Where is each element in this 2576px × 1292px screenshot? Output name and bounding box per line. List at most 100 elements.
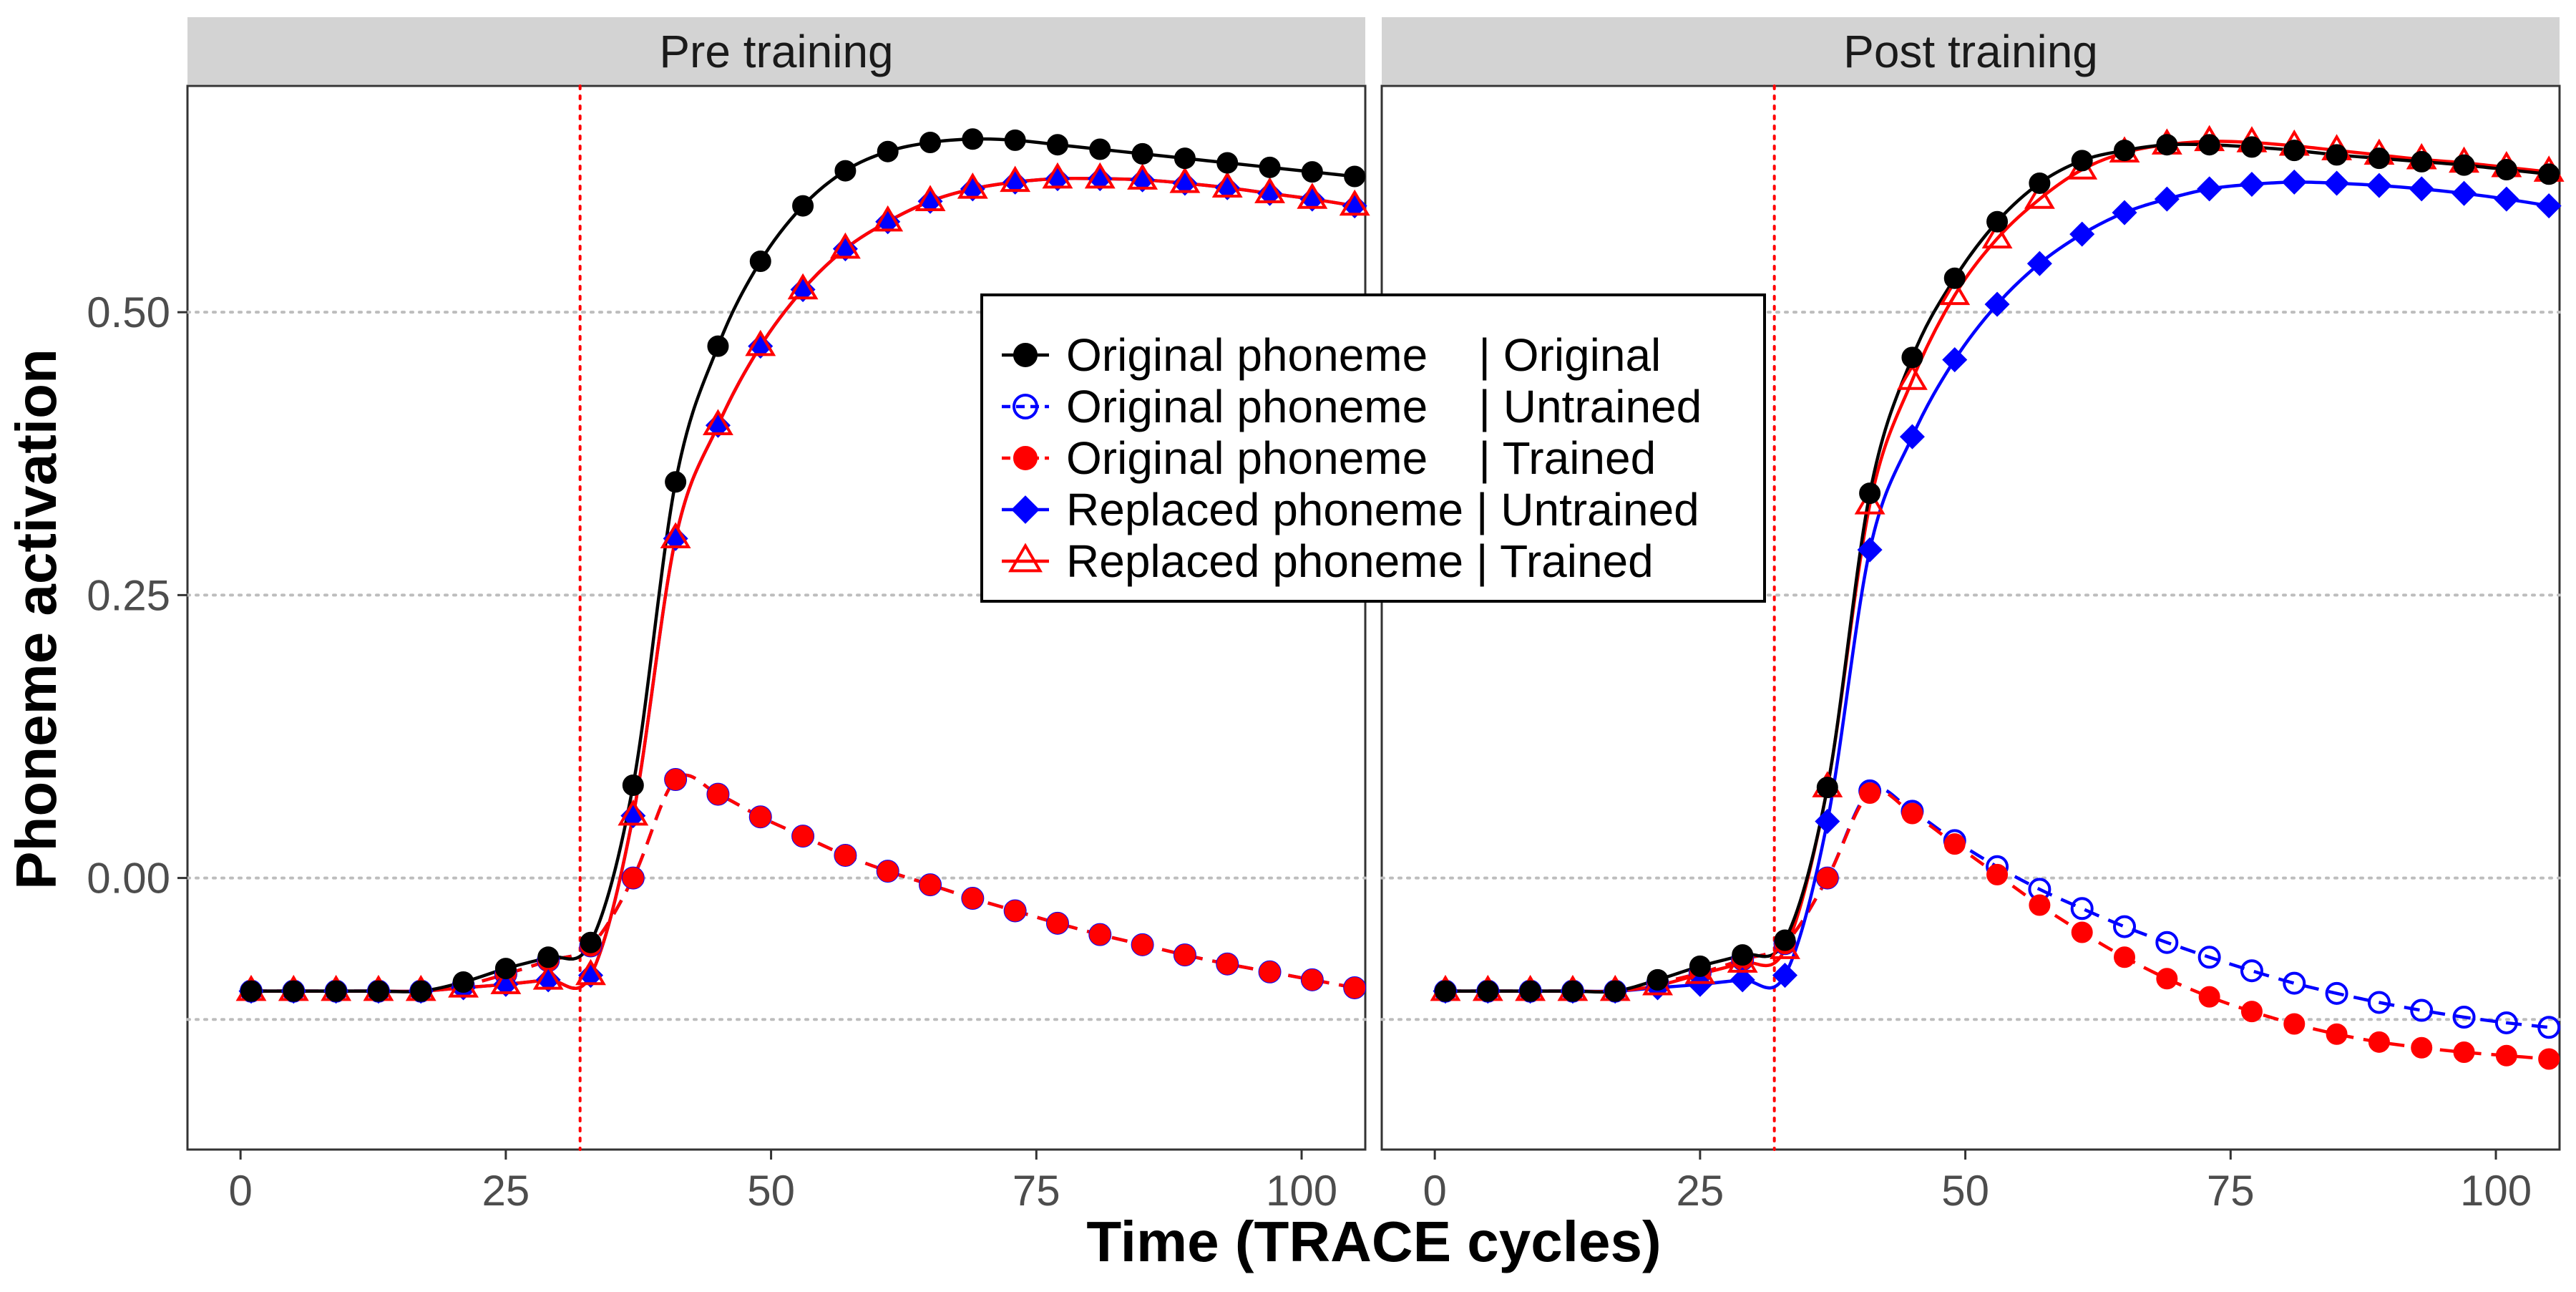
data-point-orig_orig xyxy=(1046,134,1068,156)
data-point-orig_train xyxy=(749,806,771,828)
data-point-orig_untr xyxy=(2070,897,2094,921)
data-point-repl_untr xyxy=(2239,172,2265,198)
panel-plot-content xyxy=(1380,84,2565,1151)
data-point-orig_train xyxy=(2283,1013,2306,1035)
data-point-orig_orig xyxy=(2495,158,2517,180)
x-tick-label: 0 xyxy=(228,1167,252,1215)
data-point-repl_train xyxy=(1297,183,1328,209)
x-tick-label: 50 xyxy=(747,1167,795,1215)
data-point-orig_train xyxy=(2368,1031,2390,1053)
series-line-orig_train xyxy=(1445,788,2550,1061)
data-point-orig_train xyxy=(2156,968,2178,990)
data-point-repl_train xyxy=(1981,222,2013,249)
data-point-repl_train xyxy=(618,799,649,826)
data-point-repl_train xyxy=(1939,278,1971,306)
data-point-orig_orig xyxy=(1689,955,1711,977)
data-point-orig_orig xyxy=(283,980,305,1002)
data-point-orig_orig xyxy=(367,980,389,1002)
data-point-orig_orig xyxy=(1986,210,2009,233)
data-point-orig_orig xyxy=(1477,980,1499,1002)
data-point-orig_untr xyxy=(2325,981,2348,1005)
data-point-orig_untr xyxy=(2537,1016,2561,1039)
data-point-orig_orig xyxy=(1004,129,1026,151)
data-point-repl_untr xyxy=(2281,169,2307,195)
data-point-repl_train xyxy=(1339,189,1370,216)
data-point-repl_untr xyxy=(1815,809,1840,835)
data-point-orig_train xyxy=(1259,961,1281,983)
data-point-orig_untr xyxy=(2367,991,2391,1014)
data-point-repl_train xyxy=(2024,183,2055,209)
data-point-orig_orig xyxy=(1732,944,1754,966)
data-point-orig_orig xyxy=(2411,150,2433,173)
data-point-repl_untr xyxy=(1342,193,1367,219)
data-point-orig_orig xyxy=(1943,267,1966,289)
x-tick-label: 75 xyxy=(1013,1167,1060,1215)
data-point-repl_untr xyxy=(1942,347,1968,373)
data-point-orig_orig xyxy=(1434,980,1456,1002)
data-point-orig_orig xyxy=(410,980,432,1002)
data-point-orig_orig xyxy=(962,128,984,150)
legend-key-marker xyxy=(1013,343,1038,367)
x-tick-label: 100 xyxy=(1266,1167,1337,1215)
data-point-repl_train xyxy=(1042,162,1073,189)
data-point-orig_orig xyxy=(2156,134,2178,156)
data-point-orig_train xyxy=(2495,1044,2517,1067)
legend-key-marker xyxy=(1013,446,1038,470)
plot-area xyxy=(186,84,1367,1151)
data-point-orig_train xyxy=(2538,1048,2560,1070)
data-point-orig_train xyxy=(1943,833,1966,855)
data-point-repl_untr xyxy=(2366,173,2392,198)
data-point-orig_orig xyxy=(919,132,942,154)
x-tick-label: 50 xyxy=(1941,1167,1989,1215)
data-point-orig_train xyxy=(792,825,814,847)
data-point-repl_untr xyxy=(1002,169,1028,195)
data-point-orig_orig xyxy=(1646,968,1669,991)
legend-key-marker xyxy=(1008,543,1043,573)
data-point-repl_train xyxy=(702,409,733,435)
data-point-orig_orig xyxy=(1816,777,1838,799)
data-point-orig_train xyxy=(919,874,942,896)
data-point-orig_orig xyxy=(834,160,857,182)
data-point-repl_untr xyxy=(2409,176,2434,202)
y-tick-label: 0.00 xyxy=(87,855,170,903)
data-point-repl_untr xyxy=(2536,193,2562,219)
data-point-repl_untr xyxy=(2494,186,2519,212)
x-tick-label: 100 xyxy=(2460,1167,2532,1215)
data-point-orig_train xyxy=(1046,912,1068,934)
data-point-orig_orig xyxy=(2029,172,2051,194)
data-point-repl_train xyxy=(660,522,691,549)
data-point-repl_untr xyxy=(1857,537,1883,563)
data-point-orig_orig xyxy=(749,251,771,273)
legend-label: Original phoneme | Trained xyxy=(1066,432,1656,484)
data-point-orig_orig xyxy=(1774,929,1796,951)
data-point-repl_untr xyxy=(2324,170,2350,196)
data-point-orig_orig xyxy=(1344,165,1366,188)
data-point-orig_orig xyxy=(2240,136,2263,158)
data-point-orig_train xyxy=(1174,944,1196,966)
data-point-repl_train xyxy=(1000,165,1031,193)
x-axis-title: Time (TRACE cycles) xyxy=(1086,1210,1661,1273)
data-point-orig_train xyxy=(834,844,857,866)
data-point-repl_untr xyxy=(663,525,688,551)
data-point-orig_train xyxy=(2198,986,2220,1008)
data-point-orig_train xyxy=(2411,1036,2433,1059)
data-point-repl_untr xyxy=(1772,963,1798,989)
data-point-repl_train xyxy=(1127,163,1158,190)
data-point-orig_train xyxy=(1901,802,1923,825)
data-point-repl_train xyxy=(829,232,861,259)
legend-key-marker xyxy=(1011,495,1040,524)
panel-post-training: Post training xyxy=(1380,17,2565,1151)
data-point-repl_train xyxy=(1854,488,1885,515)
x-axis: 0 25 50 75 100 0 25 50 75 100 xyxy=(228,1150,2532,1215)
data-point-orig_orig xyxy=(580,931,602,953)
data-point-repl_train xyxy=(575,958,606,986)
data-point-repl_train xyxy=(957,173,988,199)
data-point-orig_orig xyxy=(1259,156,1281,178)
data-point-repl_untr xyxy=(2451,180,2477,206)
data-point-repl_untr xyxy=(1984,291,2010,317)
x-tick-label: 25 xyxy=(1676,1167,1724,1215)
x-tick-label: 0 xyxy=(1423,1167,1446,1215)
data-point-orig_train xyxy=(1004,900,1026,922)
data-point-orig_train xyxy=(2240,1001,2263,1023)
